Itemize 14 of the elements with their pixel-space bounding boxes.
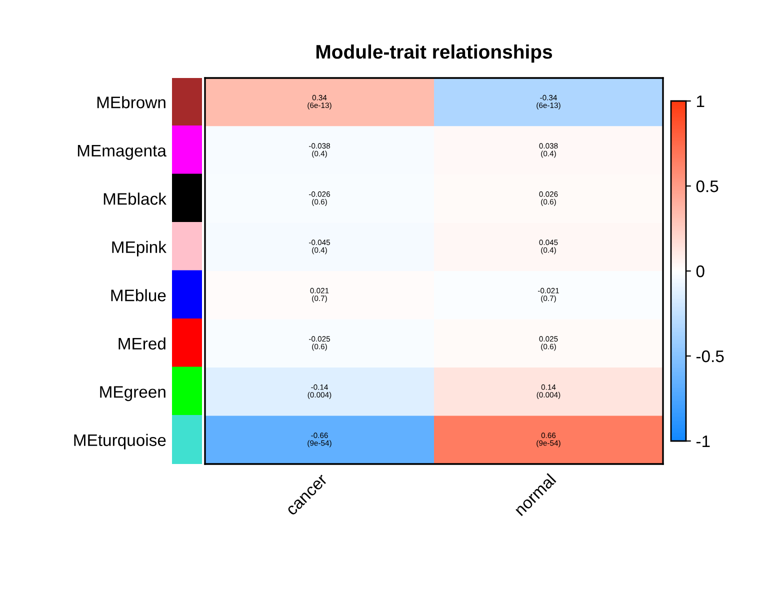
y-tick-label: MEbrown	[97, 96, 166, 108]
y-tick-label: MEgreen	[100, 386, 166, 402]
color-bar-label: 1	[696, 96, 704, 108]
y-tick-label: MEred	[118, 337, 166, 350]
color-bar-label: 0.5	[696, 180, 718, 192]
color-bar-label: 0	[696, 265, 704, 278]
y-tick-label: MEturquoise	[74, 434, 166, 450]
y-tick-label: MEpink	[112, 240, 166, 256]
color-bar-label: -0.5	[696, 350, 724, 362]
y-tick-label: MEblack	[104, 192, 166, 205]
chart-title: Module-trait relationships	[316, 44, 552, 63]
y-tick-label: MEblue	[111, 289, 166, 302]
color-bar-label: -1	[696, 436, 710, 448]
y-tick-label: MEmagenta	[78, 144, 166, 160]
